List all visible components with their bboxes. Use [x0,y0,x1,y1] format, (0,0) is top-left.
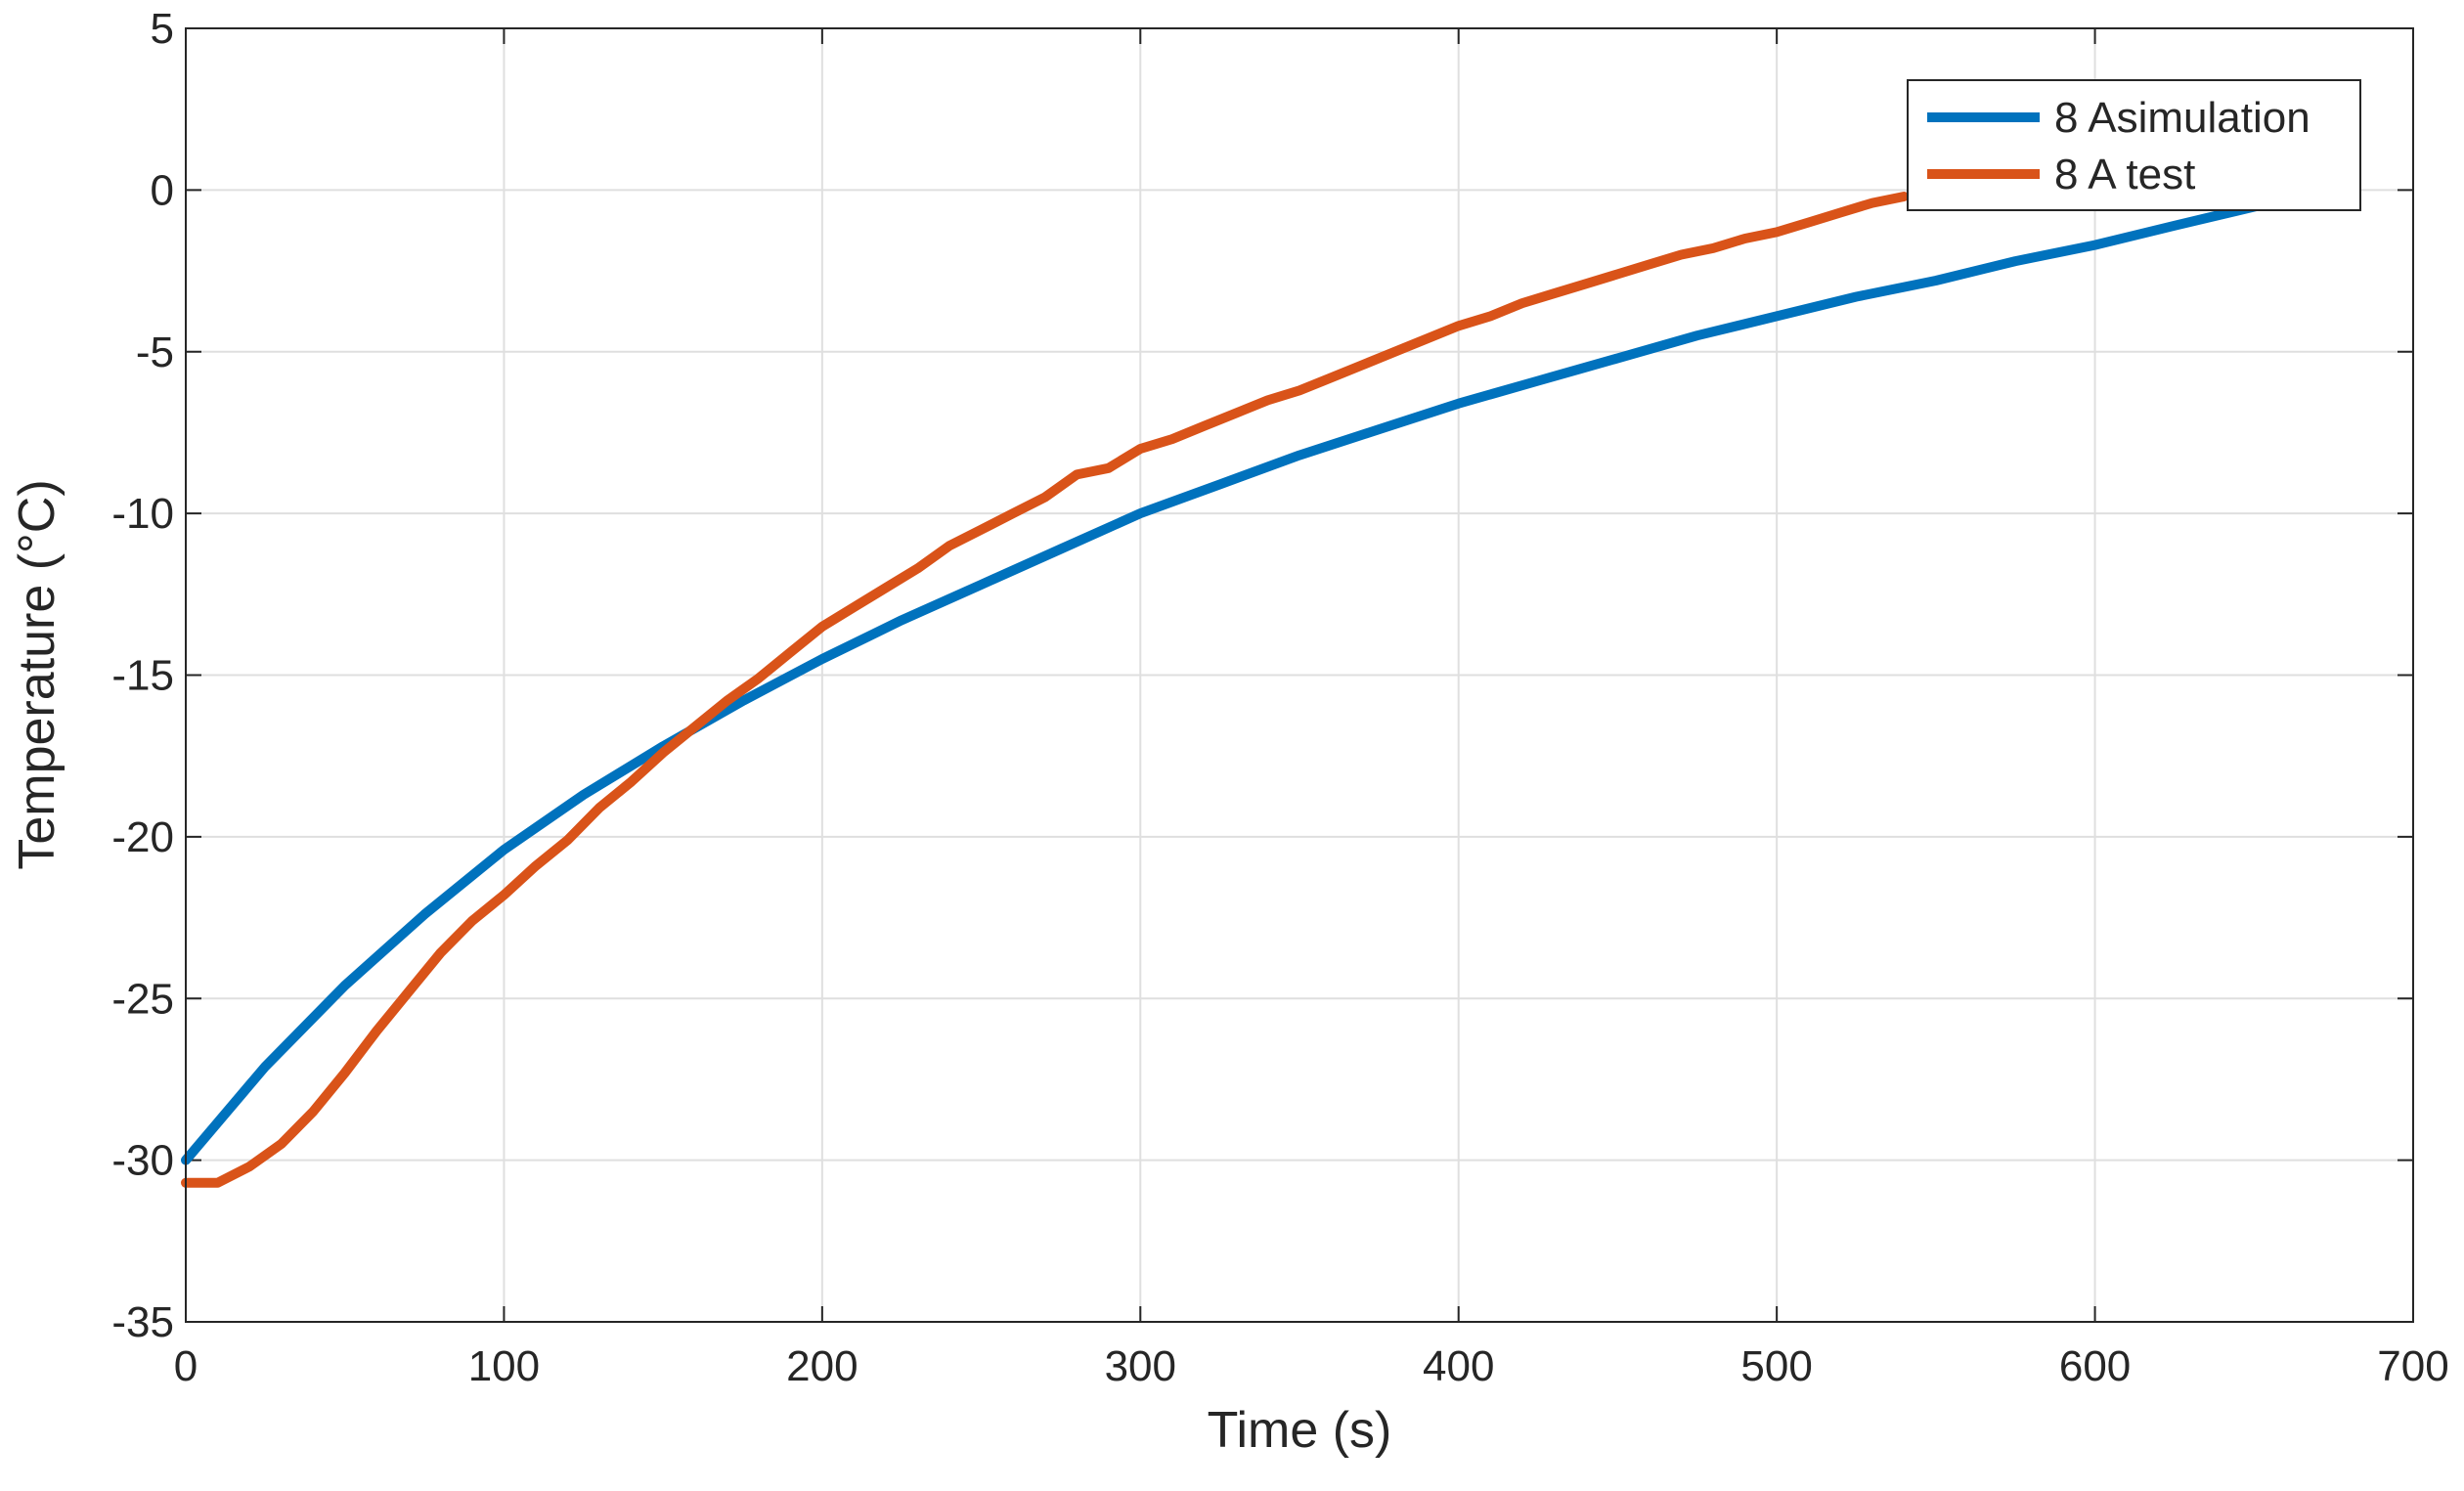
y-tick-label: -35 [111,1298,174,1346]
x-tick-label: 400 [1423,1342,1494,1390]
x-tick-label: 0 [174,1342,198,1390]
y-tick-label: -25 [111,975,174,1023]
legend-box [1907,79,2361,211]
x-tick-label: 300 [1105,1342,1176,1390]
x-tick-label: 100 [468,1342,540,1390]
y-tick-label: 0 [151,166,174,214]
y-tick-label: -5 [136,329,174,376]
x-axis-label: Time (s) [1208,1402,1392,1459]
data-line [181,197,2275,1165]
x-tick-label: 700 [2377,1342,2448,1390]
legend-label: 8 Asimulation [2054,94,2310,142]
y-tick-label: -10 [111,490,174,538]
y-tick-label: -30 [111,1137,174,1185]
y-tick-label: -15 [111,652,174,700]
y-tick-label: -20 [111,813,174,861]
x-tick-label: 500 [1740,1342,1812,1390]
data-line [181,192,1910,1188]
y-axis-label: Temperature (°C) [9,479,66,869]
x-tick-label: 600 [2059,1342,2131,1390]
legend-label: 8 A test [2054,151,2195,198]
plot-border [185,27,2414,1323]
legend: 8 Asimulation 8 A test [1907,79,2361,211]
y-tick-label: 5 [151,5,174,53]
x-tick-label: 200 [786,1342,858,1390]
